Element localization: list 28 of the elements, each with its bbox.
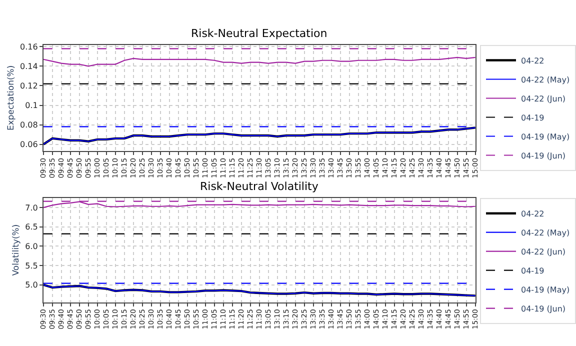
chart-title: Risk-Neutral Volatility <box>200 180 319 193</box>
legend-label: 04-22 (May) <box>521 75 570 84</box>
y-tick-label: 0.08 <box>20 120 38 130</box>
y-tick-label: 0.1 <box>25 101 38 110</box>
legend-label: 04-19 (Jun) <box>521 151 566 160</box>
y-tick-label: 6.0 <box>25 242 38 251</box>
y-tick-label: 7.0 <box>25 203 38 212</box>
y-tick-label: 0.06 <box>20 140 38 150</box>
y-tick-label: 0.14 <box>20 62 38 72</box>
y-axis-title: Expectation(%) <box>6 65 17 131</box>
legend-label: 04-19 (Jun) <box>521 304 566 314</box>
legend-label: 04-22 (Jun) <box>521 94 566 104</box>
legend-label: 04-22 (Jun) <box>521 247 566 256</box>
y-axis-title: Volatility(%) <box>12 224 22 276</box>
legend-label: 04-19 (May) <box>521 132 570 142</box>
chart-title: Risk-Neutral Expectation <box>191 27 328 40</box>
legend-label: 04-19 <box>521 113 544 122</box>
legend-label: 04-22 <box>521 209 544 218</box>
y-tick-label: 5.5 <box>25 261 38 270</box>
y-tick-label: 6.5 <box>25 222 38 232</box>
legend-label: 04-19 (May) <box>521 285 570 294</box>
y-tick-label: 0.16 <box>20 42 38 52</box>
legend-label: 04-19 <box>521 266 544 276</box>
line-series <box>43 56 476 67</box>
legend-label: 04-22 (May) <box>521 228 570 238</box>
y-tick-label: 0.12 <box>20 82 38 91</box>
y-tick-label: 5.0 <box>25 280 38 290</box>
legend-label: 04-22 <box>521 56 544 66</box>
